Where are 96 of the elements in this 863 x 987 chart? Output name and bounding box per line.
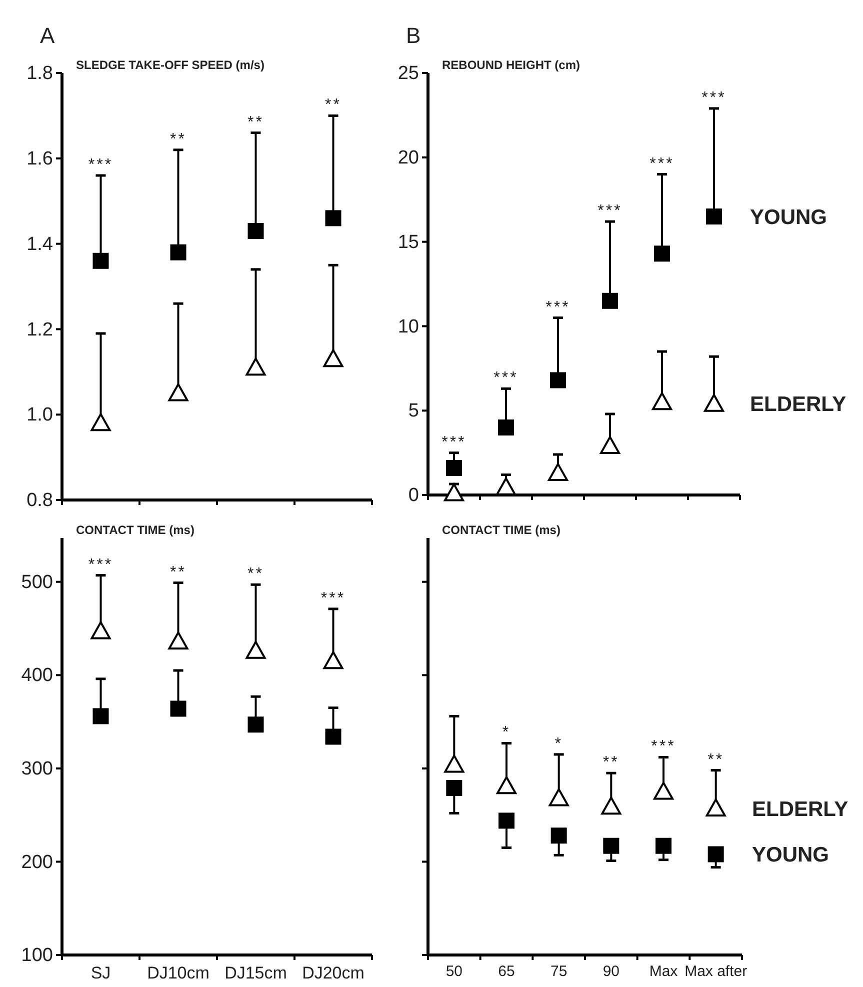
annotation: ** xyxy=(602,754,620,772)
x-tick-label: 75 xyxy=(550,963,568,980)
annotation: ** xyxy=(325,96,342,114)
point xyxy=(602,292,618,309)
point xyxy=(496,776,516,794)
point xyxy=(444,754,464,773)
point xyxy=(654,782,674,800)
point xyxy=(704,394,724,412)
point xyxy=(708,846,724,862)
series-label: YOUNG xyxy=(752,844,830,867)
point xyxy=(170,244,186,260)
y-tick-label: 1.0 xyxy=(26,404,53,426)
point xyxy=(246,358,266,376)
chart-title: A xyxy=(40,23,55,48)
point xyxy=(600,436,620,454)
y-axis-title: REBOUND HEIGHT (cm) xyxy=(442,58,580,72)
y-tick-label: 0.8 xyxy=(26,490,53,512)
point xyxy=(652,392,672,410)
point xyxy=(92,708,109,724)
point xyxy=(168,383,188,402)
point xyxy=(706,208,722,224)
y-tick-label: 400 xyxy=(21,665,53,686)
y-tick-label: 20 xyxy=(398,147,419,168)
y-tick-label: 200 xyxy=(21,852,53,873)
y-tick-label: 1.6 xyxy=(26,148,53,170)
point xyxy=(603,838,620,854)
x-tick-label: 65 xyxy=(498,963,515,980)
annotation: *** xyxy=(650,155,674,172)
point xyxy=(548,463,568,482)
x-tick-label: 50 xyxy=(446,963,463,980)
point xyxy=(90,413,111,432)
point xyxy=(248,222,264,239)
y-tick-label: 0 xyxy=(408,485,419,506)
y-tick-label: 100 xyxy=(21,945,53,966)
point xyxy=(656,838,672,854)
annotation: *** xyxy=(88,156,114,174)
point xyxy=(498,419,514,436)
y-tick-label: 10 xyxy=(398,316,419,338)
point xyxy=(92,252,109,269)
point xyxy=(323,651,344,670)
point xyxy=(168,632,188,650)
point xyxy=(325,210,342,226)
x-tick-label: 90 xyxy=(602,963,620,980)
annotation: *** xyxy=(651,738,676,756)
x-tick-label: SJ xyxy=(90,963,111,982)
point xyxy=(496,477,516,496)
annotation: ** xyxy=(170,564,186,581)
annotation: *** xyxy=(598,202,622,220)
point xyxy=(446,780,462,796)
y-tick-label: 500 xyxy=(21,572,53,593)
annotation: *** xyxy=(88,556,114,574)
point xyxy=(325,728,342,745)
annotation: *** xyxy=(494,370,518,387)
y-tick-label: 1.2 xyxy=(26,319,53,340)
y-tick-label: 300 xyxy=(21,758,53,780)
y-tick-label: 1.8 xyxy=(26,63,53,84)
x-tick-label: Max after xyxy=(684,963,748,980)
annotation: ** xyxy=(248,566,264,583)
series-label: YOUNG xyxy=(750,206,828,229)
annotation: *** xyxy=(442,434,466,451)
point xyxy=(550,372,566,388)
point xyxy=(601,796,622,815)
point xyxy=(90,621,111,640)
annotation: *** xyxy=(546,298,570,316)
annotation: ** xyxy=(248,114,264,131)
x-tick-label: DJ20cm xyxy=(302,963,364,982)
y-axis-title: SLEDGE TAKE-OFF SPEED (m/s) xyxy=(76,58,264,72)
x-tick-label: Max xyxy=(649,963,678,980)
point xyxy=(246,640,266,659)
y-axis-title: CONTACT TIME (ms) xyxy=(442,523,560,537)
y-tick-label: 5 xyxy=(408,400,419,422)
point xyxy=(446,460,462,476)
annotation: * xyxy=(502,724,511,742)
y-axis-title: CONTACT TIME (ms) xyxy=(76,523,194,537)
point xyxy=(323,349,344,368)
series-label: ELDERLY xyxy=(752,798,848,821)
chart-title: B xyxy=(406,23,421,48)
point xyxy=(706,798,726,817)
x-tick-label: DJ15cm xyxy=(224,963,287,982)
annotation: ** xyxy=(170,130,186,148)
annotation: *** xyxy=(320,590,346,607)
series-label: ELDERLY xyxy=(750,393,846,416)
annotation: * xyxy=(554,735,563,752)
x-tick-label: DJ10cm xyxy=(147,963,210,982)
annotation: *** xyxy=(702,89,726,106)
y-tick-label: 25 xyxy=(398,63,419,84)
point xyxy=(654,246,670,262)
y-tick-label: 15 xyxy=(398,232,419,253)
point xyxy=(444,483,464,502)
y-tick-label: 1.4 xyxy=(26,234,54,255)
point xyxy=(248,716,264,733)
annotation: ** xyxy=(708,751,724,768)
point xyxy=(548,788,569,806)
point xyxy=(498,812,514,829)
point xyxy=(550,828,567,844)
point xyxy=(170,700,186,717)
